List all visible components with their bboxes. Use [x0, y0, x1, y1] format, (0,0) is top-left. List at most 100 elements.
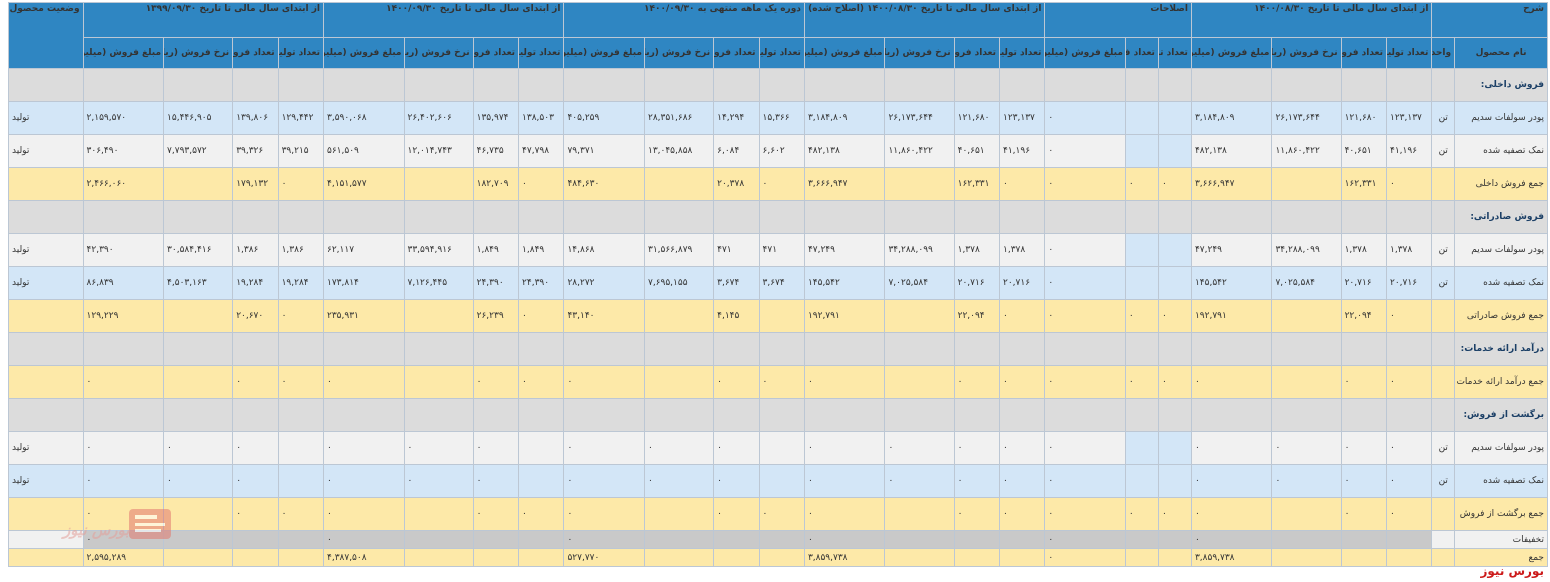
value-cell: ۰	[472, 431, 520, 465]
value-cell: ۳۰,۵۸۴,۴۱۶	[163, 233, 234, 267]
status-cell: تولید	[8, 431, 84, 465]
value-cell	[758, 548, 805, 567]
value-cell	[1124, 233, 1159, 267]
value-cell: ۴۰,۶۵۱	[1340, 134, 1388, 168]
status-cell	[8, 299, 84, 333]
value-cell: ۱۹۲,۷۹۱	[803, 299, 886, 333]
value-cell: ۰	[803, 431, 886, 465]
unit-cell: تن	[1431, 134, 1456, 168]
table-row: جمع ۳,۸۵۹,۷۳۸ ۰ ۳,۸۵۹,۷۳۸ ۵۲۷,۷۷۰ ۴,۳۸۷,۵۰۸ ۲,…	[8, 548, 1548, 567]
value-cell	[1340, 68, 1388, 102]
value-cell	[1340, 398, 1388, 432]
value-cell: ۰	[163, 431, 234, 465]
value-cell: ۰	[953, 497, 1001, 531]
value-cell: ۷,۱۲۶,۴۴۵	[403, 266, 474, 300]
value-cell: ۱۲۹,۲۲۹	[82, 299, 165, 333]
product-name-cell: جمع فروش صادراتی	[1454, 299, 1548, 333]
value-cell	[323, 68, 405, 102]
value-cell: ۰	[758, 365, 805, 399]
table-row: برگشت از فروش:	[8, 398, 1548, 432]
value-cell: ۰	[1044, 134, 1126, 168]
value-cell	[999, 332, 1046, 366]
value-cell: ۲۶,۴۰۲,۶۰۶	[403, 101, 474, 135]
value-cell	[232, 398, 279, 432]
value-cell: ۶۲,۱۱۷	[323, 233, 405, 267]
value-cell: ۲۴,۳۹۰	[518, 266, 565, 300]
value-cell: ۰	[1385, 299, 1433, 333]
value-cell: ۲۶,۱۷۳,۶۴۴	[1271, 101, 1342, 135]
value-cell: ۱۲,۰۱۴,۷۴۳	[403, 134, 474, 168]
value-cell	[472, 530, 520, 549]
value-cell	[758, 299, 805, 333]
value-cell: ۰	[1044, 266, 1126, 300]
column-header: تعداد فروش	[232, 37, 279, 69]
value-cell	[884, 167, 955, 201]
value-cell: ۰	[999, 299, 1046, 333]
value-cell	[82, 200, 165, 234]
column-header: نرخ فروش (ریال)	[884, 37, 955, 69]
value-cell	[1044, 398, 1126, 432]
unit-cell: تن	[1431, 233, 1456, 267]
product-name-cell: نمک تصفیه شده	[1454, 134, 1548, 168]
value-cell: ۰	[884, 431, 955, 465]
value-cell: ۰	[999, 431, 1046, 465]
value-cell: ۳۴,۲۸۸,۰۹۹	[1271, 233, 1342, 267]
value-cell: ۲۸,۳۵۱,۶۸۶	[643, 101, 715, 135]
value-cell: ۰	[1190, 365, 1273, 399]
value-cell: ۰	[1044, 365, 1126, 399]
value-cell	[1157, 266, 1192, 300]
value-cell	[403, 548, 474, 567]
value-cell: ۱,۸۴۹	[472, 233, 520, 267]
value-cell: ۳۳,۵۹۴,۹۱۶	[403, 233, 474, 267]
status-cell: تولید	[8, 266, 84, 300]
unit-cell: تن	[1431, 464, 1456, 498]
value-cell	[884, 530, 955, 549]
unit-cell: تن	[1431, 266, 1456, 300]
value-cell: ۰	[1190, 497, 1273, 531]
column-header: تعداد فروش	[472, 37, 520, 69]
product-name-cell: پودر سولفات سدیم	[1454, 101, 1548, 135]
value-cell: ۴۶,۷۳۵	[472, 134, 520, 168]
column-header: تعداد فروش	[953, 37, 1001, 69]
value-cell: ۱۳,۰۴۵,۸۵۸	[643, 134, 715, 168]
table-row: جمع فروش داخلی ۰ ۱۶۲,۳۳۱ ۳,۶۶۶,۹۴۷ ۰ ۰ ۰ ۰ ۱۶۲,۳…	[8, 167, 1548, 201]
value-cell	[803, 68, 886, 102]
value-cell: ۴۱,۱۹۶	[999, 134, 1046, 168]
value-cell	[232, 68, 279, 102]
value-cell	[1190, 398, 1273, 432]
value-cell: ۱۶۲,۳۳۱	[953, 167, 1001, 201]
value-cell: ۴۱,۱۹۶	[1385, 134, 1433, 168]
watermark-logo: بورس نیوز	[35, 493, 171, 549]
column-header: مبلغ فروش (میلیون ریال)	[803, 37, 886, 69]
value-cell: ۱,۳۸۶	[232, 233, 279, 267]
value-cell	[643, 548, 715, 567]
column-header: تعداد فروش	[713, 37, 760, 69]
value-cell	[1157, 233, 1192, 267]
value-cell: ۲۰,۶۷۰	[232, 299, 279, 333]
table-row: نمک تصفیه شده تن ۲۰,۷۱۶ ۲۰,۷۱۶ ۷,۰۲۵,۵۸۴ ۱۴۵,…	[8, 266, 1548, 300]
value-cell	[563, 200, 645, 234]
value-cell: ۲۰,۷۱۶	[1340, 266, 1388, 300]
value-cell: ۱,۳۷۸	[999, 233, 1046, 267]
value-cell: ۰	[232, 365, 279, 399]
value-cell: ۰	[953, 431, 1001, 465]
value-cell	[1340, 200, 1388, 234]
value-cell: ۲۳۵,۹۳۱	[323, 299, 405, 333]
value-cell	[1385, 548, 1433, 567]
value-cell: ۳۹,۳۲۶	[232, 134, 279, 168]
unit-cell	[1431, 332, 1456, 366]
value-cell	[518, 530, 565, 549]
value-cell	[758, 530, 805, 549]
value-cell: ۷,۶۹۵,۱۵۵	[643, 266, 715, 300]
value-cell: ۰	[323, 365, 405, 399]
value-cell	[277, 431, 325, 465]
value-cell	[803, 200, 886, 234]
value-cell	[163, 68, 234, 102]
table-row: درآمد ارائه خدمات:	[8, 332, 1548, 366]
value-cell: ۰	[323, 431, 405, 465]
status-cell	[8, 365, 84, 399]
value-cell: ۰	[953, 464, 1001, 498]
column-header: واحد	[1431, 37, 1456, 69]
value-cell: ۰	[643, 431, 715, 465]
value-cell	[518, 332, 565, 366]
